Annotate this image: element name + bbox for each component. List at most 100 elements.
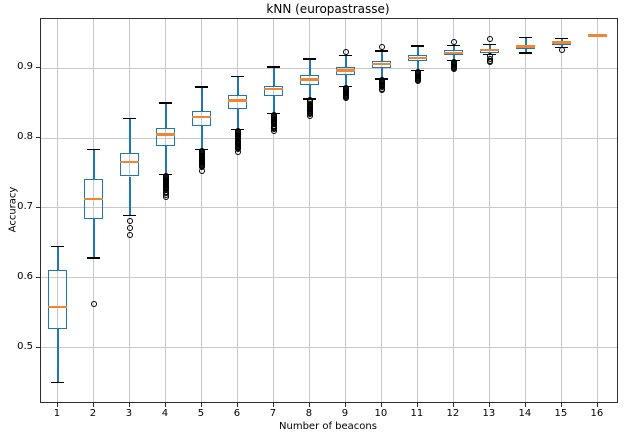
lower-whisker [453,55,455,61]
median-line [480,48,500,52]
y-tick-mark [36,276,40,278]
lower-cap [519,52,533,54]
x-tick-mark [344,403,346,407]
x-tick-mark [236,403,238,407]
median-line [300,78,320,81]
median-line [84,197,104,201]
lower-whisker [345,75,347,87]
median-line [264,87,284,91]
y-tick-mark [36,346,40,348]
median-line [516,45,536,48]
y-tick-label: 0.9 [17,61,33,73]
outlier-circle [342,48,349,55]
outlier-circle [486,35,493,42]
lower-whisker [309,85,311,99]
iqr-box [120,152,140,177]
lower-whisker [237,109,239,130]
upper-cap [519,36,533,39]
y-tick-label: 0.5 [17,340,33,352]
outlier-circle [234,149,241,156]
median-line [444,51,464,55]
outlier-circle [126,232,133,239]
outlier-circle [270,128,277,135]
lower-whisker [129,176,131,216]
upper-whisker [309,59,311,76]
x-gridline [273,19,275,402]
upper-whisker [453,45,455,51]
x-tick-label: 10 [374,408,388,419]
upper-cap [339,54,353,57]
median-line [336,69,356,72]
outlier-circle [414,78,421,85]
x-tick-mark [380,403,382,407]
median-line [552,41,572,44]
y-gridline [41,277,617,279]
x-tick-label: 6 [233,408,241,419]
upper-whisker [561,38,563,42]
y-gridline [41,207,617,209]
lower-whisker [165,145,167,175]
upper-whisker [273,66,275,87]
x-gridline [417,19,419,402]
y-tick-mark [36,137,40,139]
x-gridline [381,19,383,402]
x-tick-mark [56,403,58,407]
upper-whisker [489,44,491,49]
x-gridline [57,19,59,402]
x-gridline [309,19,311,402]
y-gridline [41,67,617,69]
upper-whisker [417,45,419,55]
x-tick-label: 8 [305,408,313,419]
x-tick-mark [560,403,562,407]
x-tick-mark [524,403,526,407]
upper-whisker [201,87,203,111]
median-line [120,160,140,164]
chart-title: kNN (europastrasse) [266,2,390,16]
outlier-circle [306,113,313,120]
x-tick-mark [164,403,166,407]
upper-whisker [129,118,131,153]
x-tick-label: 9 [341,408,349,419]
lower-whisker [561,45,563,48]
x-gridline [165,19,167,402]
upper-cap [555,37,569,40]
y-gridline [41,347,617,349]
x-tick-mark [272,403,274,407]
x-tick-label: 13 [482,408,496,419]
median-line [156,133,176,136]
iqr-box [48,270,68,329]
y-tick-mark [36,67,40,69]
x-tick-mark [416,403,418,407]
outlier-circle [162,194,169,201]
x-tick-mark [200,403,202,407]
x-tick-label: 1 [53,408,61,419]
x-tick-mark [308,403,310,407]
outlier-circle [198,167,205,174]
y-tick-label: 0.7 [17,200,33,212]
median-line [588,34,608,37]
outlier-circle [558,47,565,54]
upper-whisker [165,103,167,129]
x-tick-mark [128,403,130,407]
upper-whisker [525,37,527,45]
iqr-box [264,86,284,96]
median-line [192,115,212,119]
lower-whisker [273,95,275,114]
x-gridline [597,19,599,402]
x-tick-label: 14 [518,408,532,419]
y-tick-label: 0.6 [17,270,33,282]
median-line [228,99,248,102]
upper-whisker [345,55,347,67]
upper-cap [51,245,65,248]
x-tick-mark [92,403,94,407]
x-gridline [489,19,491,402]
outlier-circle [450,66,457,73]
x-gridline [237,19,239,402]
outlier-circle [126,225,133,232]
upper-cap [411,45,425,47]
plot-area [40,18,618,403]
x-gridline [453,19,455,402]
x-tick-mark [488,403,490,407]
lower-whisker [417,60,419,71]
